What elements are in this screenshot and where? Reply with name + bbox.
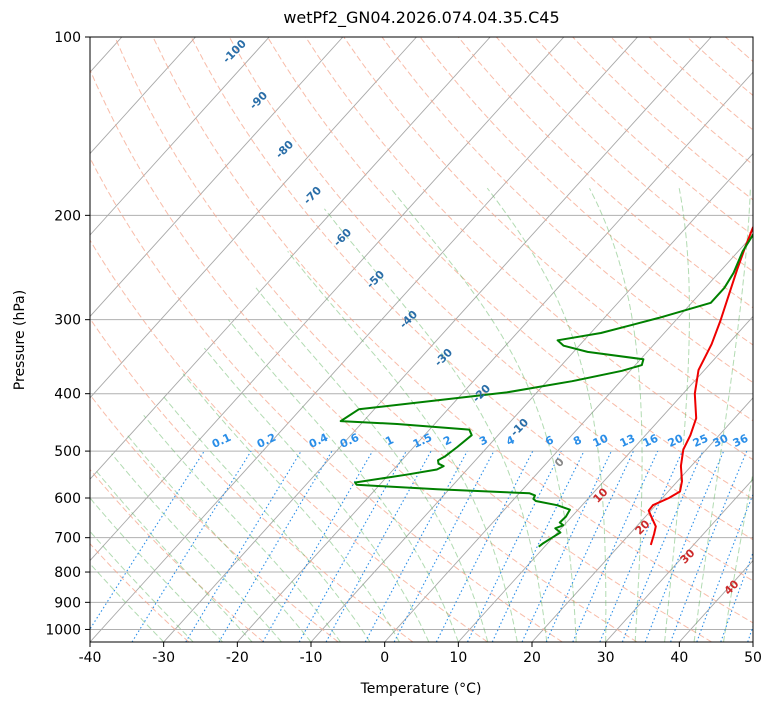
dry-adiabat-3 bbox=[90, 317, 414, 642]
mixing-ratio-line-18 bbox=[670, 450, 748, 642]
isotherm-15 bbox=[384, 234, 753, 642]
mixing-ratio-line-17 bbox=[644, 450, 725, 642]
moist-adiabat-1 bbox=[90, 530, 194, 642]
chart-title: wetPf2_GN04.2026.074.04.35.C45 bbox=[283, 8, 560, 27]
dewpoint-profile-line bbox=[339, 232, 753, 548]
isotherm-13 bbox=[236, 71, 753, 642]
moist-adiabat-10 bbox=[228, 319, 459, 642]
x-tick-label-3: -10 bbox=[300, 650, 323, 666]
dry-adiabat-1 bbox=[90, 468, 264, 642]
mixing-ratio-line-19 bbox=[696, 493, 753, 642]
mixing-ratio-label-13: 16 bbox=[641, 432, 661, 450]
x-tick-label-9: 50 bbox=[744, 650, 762, 666]
moist-adiabat-8 bbox=[182, 373, 400, 642]
y-tick-label-3: 700 bbox=[54, 531, 81, 547]
moist-adiabat-11 bbox=[255, 287, 489, 642]
moist-adiabat-5 bbox=[126, 434, 312, 642]
plot-frame bbox=[89, 36, 754, 643]
moist-adiabat-19 bbox=[723, 470, 753, 642]
temperature-profile-line bbox=[647, 225, 753, 546]
y-tick-label-4: 600 bbox=[54, 491, 81, 507]
moist-adiabat-15 bbox=[486, 187, 607, 642]
moist-adiabat-0 bbox=[90, 563, 165, 642]
x-tick-label-2: -20 bbox=[226, 650, 249, 666]
mixing-ratio-line-0 bbox=[90, 450, 205, 631]
mixing-ratio-line-15 bbox=[599, 450, 683, 642]
x-axis-label: Temperature (°C) bbox=[360, 681, 482, 697]
moist-adiabat-18 bbox=[693, 188, 751, 642]
mixing-ratio-line-9 bbox=[435, 450, 534, 642]
isotherm-6 bbox=[90, 37, 270, 236]
isotherm-7 bbox=[90, 37, 344, 318]
isotherm-11 bbox=[90, 37, 638, 642]
isotherm-12 bbox=[163, 37, 712, 642]
dry-adiabat-6 bbox=[90, 68, 638, 642]
dry-adiabat-13 bbox=[343, 37, 753, 422]
x-tick-label-5: 10 bbox=[449, 650, 467, 666]
y-tick-label-9: 100 bbox=[54, 30, 81, 46]
moist-adiabat-17 bbox=[664, 188, 690, 642]
isotherm-17 bbox=[531, 397, 753, 642]
y-tick-label-8: 200 bbox=[54, 208, 81, 224]
dry-adiabat-4 bbox=[90, 239, 488, 642]
dry-adiabat-12 bbox=[305, 37, 753, 461]
moist-adiabat-4 bbox=[111, 453, 282, 642]
dry-adiabat-5 bbox=[90, 156, 563, 642]
y-tick-label-5: 500 bbox=[54, 444, 81, 460]
isotherm-8 bbox=[90, 37, 417, 399]
dry-adiabat-10 bbox=[228, 37, 753, 541]
isotherm-10 bbox=[90, 37, 565, 562]
mixing-ratio-line-7 bbox=[364, 450, 468, 642]
y-tick-label-0: 1000 bbox=[45, 622, 81, 638]
moist-adiabat-13 bbox=[324, 208, 548, 642]
mixing-ratio-label-12: 13 bbox=[618, 432, 637, 450]
isotherm-20 bbox=[752, 641, 753, 642]
mixing-ratio-line-10 bbox=[467, 450, 562, 642]
mixing-ratio-line-2 bbox=[185, 450, 302, 642]
moist-adiabat-6 bbox=[143, 414, 341, 642]
mixing-ratio-label-17: 36 bbox=[731, 432, 751, 450]
y-axis-label: Pressure (hPa) bbox=[12, 290, 28, 390]
dry-adiabat-16 bbox=[457, 37, 753, 309]
mixing-ratio-line-6 bbox=[325, 450, 432, 642]
dry-adiabat-15 bbox=[419, 37, 753, 346]
x-tick-label-7: 30 bbox=[597, 650, 615, 666]
x-tick-label-4: 0 bbox=[380, 650, 389, 666]
mixing-ratio-line-14 bbox=[572, 450, 659, 642]
mixing-ratio-label-14: 20 bbox=[666, 432, 686, 450]
dry-adiabat-8 bbox=[152, 37, 753, 624]
isotherm-16 bbox=[457, 315, 753, 642]
isotherm-5 bbox=[90, 37, 196, 155]
isotherm-9 bbox=[90, 37, 491, 480]
mixing-ratio-line-16 bbox=[621, 450, 704, 642]
mixing-ratio-label-11: 10 bbox=[591, 432, 611, 450]
y-tick-label-6: 400 bbox=[54, 387, 81, 403]
dry-adiabat-11 bbox=[267, 37, 753, 500]
mixing-ratio-label-16: 30 bbox=[711, 432, 731, 450]
y-tick-label-2: 800 bbox=[54, 565, 81, 581]
mixing-ratio-line-5 bbox=[298, 450, 407, 642]
mixing-ratio-line-20 bbox=[720, 551, 753, 642]
y-tick-label-1: 900 bbox=[54, 595, 81, 611]
isotherm-18 bbox=[605, 478, 753, 642]
y-tick-label-7: 300 bbox=[54, 313, 81, 329]
x-tick-label-0: -40 bbox=[79, 650, 102, 666]
dry-adiabat-7 bbox=[114, 37, 712, 642]
moist-adiabat-12 bbox=[287, 250, 518, 642]
x-tick-label-6: 20 bbox=[523, 650, 541, 666]
moist-adiabat-7 bbox=[163, 396, 371, 642]
x-tick-label-1: -30 bbox=[152, 650, 175, 666]
moist-adiabat-14 bbox=[390, 187, 577, 642]
mixing-ratio-label-15: 25 bbox=[691, 432, 710, 450]
x-tick-label-8: 40 bbox=[670, 650, 688, 666]
moist-adiabat-2 bbox=[90, 497, 223, 642]
dry-adiabat-9 bbox=[190, 37, 753, 582]
